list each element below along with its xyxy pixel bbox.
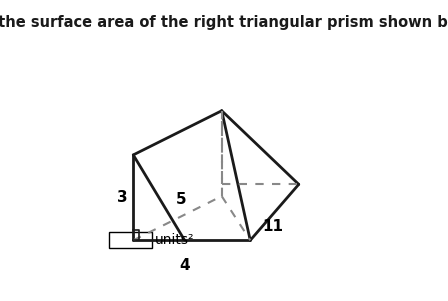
Text: 11: 11 bbox=[263, 219, 284, 234]
Text: Find the surface area of the right triangular prism shown below.: Find the surface area of the right trian… bbox=[0, 14, 448, 29]
Text: 3: 3 bbox=[116, 190, 127, 205]
Bar bbox=[109, 232, 152, 248]
Text: 4: 4 bbox=[179, 258, 190, 273]
Text: 5: 5 bbox=[175, 191, 186, 206]
Text: units²: units² bbox=[155, 233, 195, 247]
